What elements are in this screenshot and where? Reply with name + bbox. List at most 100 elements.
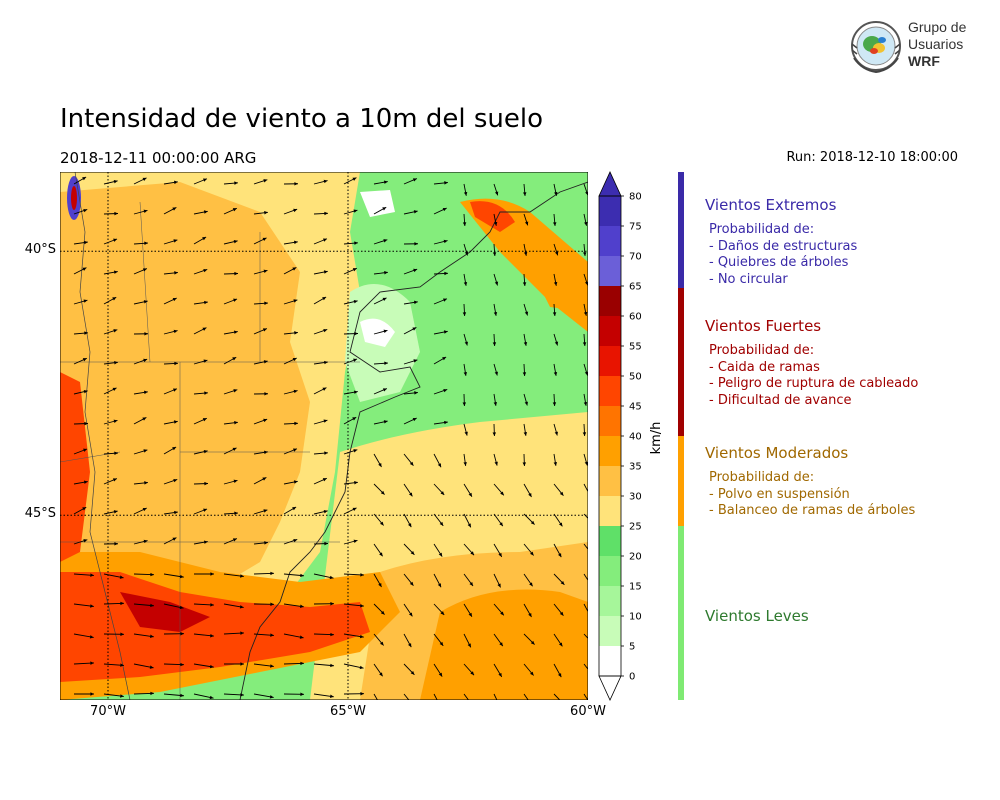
- wind-arrow-head: [264, 301, 268, 306]
- wind-arrow-head: [179, 605, 184, 610]
- field-ocean-orange: [420, 589, 588, 700]
- wind-arrow-head: [83, 480, 88, 484]
- wind-arrow-head: [173, 180, 178, 185]
- wind-arrow-head: [173, 478, 178, 483]
- wind-arrow-head: [353, 449, 358, 453]
- wind-arrow-head: [523, 341, 528, 346]
- wind-arrow-head: [144, 241, 148, 246]
- wind-arrow-head: [240, 662, 244, 666]
- wind-arrow-head: [324, 360, 328, 365]
- wind-arrow-head: [582, 252, 587, 256]
- wind-arrow-head: [360, 573, 364, 577]
- wind-arrow-head: [84, 421, 88, 426]
- colorbar-segment: [599, 316, 621, 346]
- wind-arrow-head: [494, 461, 498, 466]
- category-strong-line: Probabilidad de:: [709, 343, 815, 358]
- colorbar-max-extend: [598, 171, 622, 197]
- wind-arrow-head: [494, 191, 499, 196]
- wind-arrow-head: [263, 450, 268, 455]
- wind-arrow-head: [498, 552, 502, 557]
- wind-arrow-head: [582, 342, 587, 346]
- wind-arrow-head: [322, 238, 327, 242]
- wind-arrow-head: [119, 575, 124, 579]
- wind-arrow-head: [262, 328, 267, 332]
- y-tick-label: 45°S: [24, 506, 56, 522]
- field-ne-red: [470, 201, 515, 232]
- wind-arrow-head: [112, 297, 117, 301]
- wind-arrow-head: [463, 462, 467, 466]
- wind-arrow-head: [468, 492, 472, 497]
- wind-arrow-head: [292, 267, 297, 271]
- wind-arrow-head: [443, 330, 448, 334]
- wind-arrow-head: [559, 491, 564, 496]
- colorbar-tick-label: 80: [629, 192, 642, 203]
- wind-arrow-head: [530, 520, 535, 525]
- wind-arrow-head: [233, 298, 238, 302]
- wind-arrow-head: [262, 237, 267, 242]
- wind-arrow-head: [234, 421, 238, 425]
- wind-arrow-head: [83, 539, 88, 543]
- wind-arrow-head: [322, 387, 327, 391]
- x-tick-label: 60°W: [570, 704, 606, 719]
- wind-arrow-head: [90, 573, 94, 577]
- wind-arrow-head: [113, 419, 118, 423]
- wind-arrow-head: [414, 391, 418, 395]
- wind-arrow-head: [143, 539, 148, 544]
- wind-arrow-head: [359, 665, 364, 670]
- wind-arrow-head: [528, 613, 532, 617]
- wind-arrow-head: [492, 432, 497, 436]
- wind-arrow-head: [492, 342, 497, 346]
- wind-arrow-head: [300, 573, 304, 578]
- wind-arrow-head: [143, 300, 148, 304]
- wind-arrow-head: [379, 521, 384, 526]
- wind-arrow-head: [462, 402, 467, 406]
- wind-arrow-head: [84, 331, 88, 335]
- wind-arrow-head: [142, 417, 147, 421]
- colorbar-tick-label: 25: [629, 522, 642, 533]
- wind-arrow-head: [203, 508, 208, 512]
- wind-arrow-head: [412, 418, 417, 422]
- wind-arrow-head: [494, 371, 498, 376]
- wind-arrow-head: [150, 603, 154, 608]
- wind-arrow-head: [292, 358, 297, 362]
- category-extreme-body: Probabilidad de: - Daños de estructuras …: [709, 222, 857, 288]
- wind-arrow-head: [437, 463, 442, 468]
- colorbar-segment: [599, 556, 621, 586]
- wind-arrow-head: [384, 361, 388, 366]
- wind-arrow-head: [467, 523, 471, 528]
- wind-arrow-head: [113, 329, 118, 333]
- wind-arrow: [523, 693, 529, 700]
- wind-arrow-head: [84, 240, 88, 245]
- wind-arrow-head: [493, 311, 498, 316]
- wind-arrow-head: [143, 358, 148, 363]
- wind-arrow: [583, 633, 588, 639]
- wind-arrow-head: [263, 269, 268, 273]
- wind-arrow-head: [233, 239, 238, 244]
- wind-arrow-head: [82, 358, 87, 362]
- colorbar-segment: [599, 586, 621, 616]
- wind-arrow-head: [324, 211, 328, 216]
- graticule: [60, 172, 588, 700]
- wind-arrow-head: [553, 371, 558, 376]
- wind-arrow-head: [384, 271, 388, 275]
- wind-arrow-head: [82, 267, 87, 271]
- wind-arrow-head: [294, 421, 298, 426]
- wind-arrow-head: [172, 447, 177, 451]
- colorbar-tick-label: 50: [629, 372, 642, 383]
- wind-arrow-head: [412, 178, 417, 182]
- wind-arrow-head: [442, 357, 447, 361]
- colorbar-segment: [599, 436, 621, 466]
- wind-arrow: [583, 693, 588, 700]
- wind-arrow-head: [353, 539, 358, 543]
- wind-arrow-head: [83, 448, 88, 452]
- wind-arrow: [553, 693, 561, 700]
- wind-arrow-head: [113, 238, 118, 242]
- wind-arrow-head: [322, 297, 327, 301]
- wind-arrow: [433, 693, 438, 700]
- wind-arrow-head: [292, 448, 297, 452]
- wind-arrow-head: [554, 191, 558, 196]
- wind-arrow-head: [382, 297, 387, 302]
- wind-arrow-head: [120, 663, 124, 667]
- wind-arrow-head: [203, 359, 208, 363]
- wind-arrow-head: [529, 582, 533, 587]
